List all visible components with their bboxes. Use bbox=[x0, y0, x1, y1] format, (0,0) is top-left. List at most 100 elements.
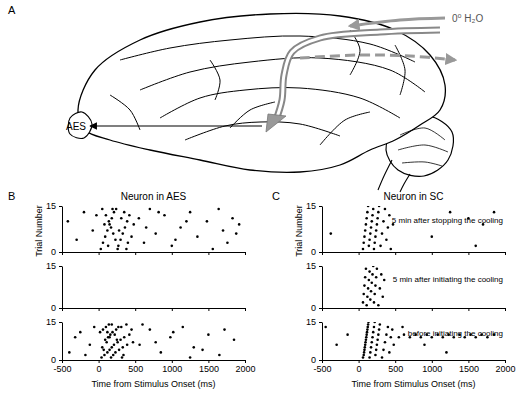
spike bbox=[369, 232, 372, 235]
x-tick: -500 bbox=[53, 360, 71, 374]
y-tick-mark bbox=[59, 252, 62, 253]
y-tick-label: 15 bbox=[306, 201, 316, 211]
spike bbox=[132, 223, 135, 226]
y-tick: 0 bbox=[311, 355, 322, 365]
spike bbox=[370, 220, 373, 223]
x-tick-label: 1500 bbox=[199, 364, 219, 374]
spike bbox=[391, 328, 394, 331]
x-tick-mark bbox=[395, 308, 396, 311]
x-tick: 1000 bbox=[422, 360, 442, 374]
spikes bbox=[329, 206, 495, 250]
spike bbox=[370, 346, 373, 349]
spike bbox=[366, 211, 369, 214]
y-axis-line bbox=[62, 267, 63, 309]
x-tick-label: 1000 bbox=[162, 364, 182, 374]
y-axis-title: Trial Number bbox=[34, 205, 44, 257]
spike bbox=[117, 326, 120, 329]
spike bbox=[169, 336, 172, 339]
spike bbox=[329, 232, 332, 235]
x-tick-mark bbox=[99, 252, 100, 255]
spike bbox=[206, 220, 209, 223]
spike bbox=[108, 349, 111, 352]
y-axis-line bbox=[322, 207, 323, 253]
y-axis-line bbox=[62, 207, 63, 253]
x-tick-label: 2000 bbox=[495, 364, 515, 374]
spike bbox=[196, 235, 199, 238]
spike bbox=[375, 349, 378, 352]
x-tick-mark bbox=[468, 308, 469, 311]
y-tick-label: 15 bbox=[306, 317, 316, 327]
spike bbox=[373, 293, 376, 296]
spike bbox=[192, 346, 195, 349]
spike bbox=[107, 245, 110, 248]
x-tick: 0 bbox=[97, 360, 102, 374]
panel-label: C bbox=[272, 190, 280, 202]
x-tick: 1000 bbox=[162, 360, 182, 374]
y-tick: 15 bbox=[306, 201, 322, 211]
spike bbox=[91, 229, 94, 232]
x-tick-mark bbox=[208, 360, 209, 363]
spike bbox=[376, 344, 379, 347]
spike bbox=[149, 328, 152, 331]
y-axis: 015 bbox=[46, 317, 63, 365]
spike bbox=[127, 242, 130, 245]
x-tick: 500 bbox=[128, 360, 143, 374]
region-label: AES bbox=[66, 121, 86, 132]
x-axis-line bbox=[323, 252, 506, 253]
x-tick: 0 bbox=[357, 360, 362, 374]
spike bbox=[105, 326, 108, 329]
spike bbox=[113, 211, 116, 214]
x-tick-mark bbox=[172, 252, 173, 255]
x-tick-label: 2000 bbox=[235, 364, 255, 374]
spike bbox=[130, 235, 133, 238]
x-tick bbox=[395, 252, 396, 255]
x-axis bbox=[63, 308, 246, 311]
y-tick-label: 0 bbox=[51, 355, 56, 365]
x-tick: 2000 bbox=[235, 360, 255, 374]
spike bbox=[141, 323, 144, 326]
spike bbox=[379, 287, 382, 290]
spike bbox=[217, 208, 220, 211]
raster-plot: -5000500100015002000015Time from Stimulu… bbox=[306, 317, 516, 389]
x-tick-label: 0 bbox=[97, 364, 102, 374]
spike bbox=[449, 211, 452, 214]
spike bbox=[128, 214, 131, 217]
x-tick-mark bbox=[505, 308, 506, 311]
spike bbox=[105, 341, 108, 344]
spike bbox=[211, 248, 214, 251]
chart-title: Neuron in SC bbox=[383, 191, 443, 202]
spike bbox=[369, 351, 372, 354]
cortex-outline bbox=[78, 13, 445, 172]
spike bbox=[121, 346, 124, 349]
spike bbox=[366, 331, 369, 334]
spike bbox=[83, 211, 86, 214]
y-axis: 015 bbox=[46, 201, 63, 257]
spike bbox=[388, 214, 391, 217]
x-tick-mark bbox=[359, 308, 360, 311]
y-tick-label: 0 bbox=[311, 355, 316, 365]
x-tick-mark bbox=[432, 360, 433, 363]
spike bbox=[401, 326, 404, 329]
x-tick-mark bbox=[359, 360, 360, 363]
spike bbox=[388, 351, 391, 354]
x-tick bbox=[135, 308, 136, 311]
spike bbox=[233, 338, 236, 341]
spike bbox=[115, 328, 118, 331]
spike bbox=[366, 326, 369, 329]
y-tick-mark bbox=[59, 322, 62, 323]
spike bbox=[110, 217, 113, 220]
spike bbox=[392, 344, 395, 347]
spike bbox=[99, 248, 102, 251]
spike bbox=[99, 331, 102, 334]
x-tick-mark bbox=[135, 252, 136, 255]
spike bbox=[121, 232, 124, 235]
spike bbox=[362, 354, 365, 357]
x-axis-title: Time from Stimulus Onset (ms) bbox=[351, 379, 475, 389]
spike bbox=[381, 232, 384, 235]
spike bbox=[105, 214, 108, 217]
x-tick bbox=[208, 252, 209, 255]
spike bbox=[172, 331, 175, 334]
y-axis: 015 bbox=[306, 201, 323, 257]
spike bbox=[335, 344, 338, 347]
y-tick-mark bbox=[59, 266, 62, 267]
